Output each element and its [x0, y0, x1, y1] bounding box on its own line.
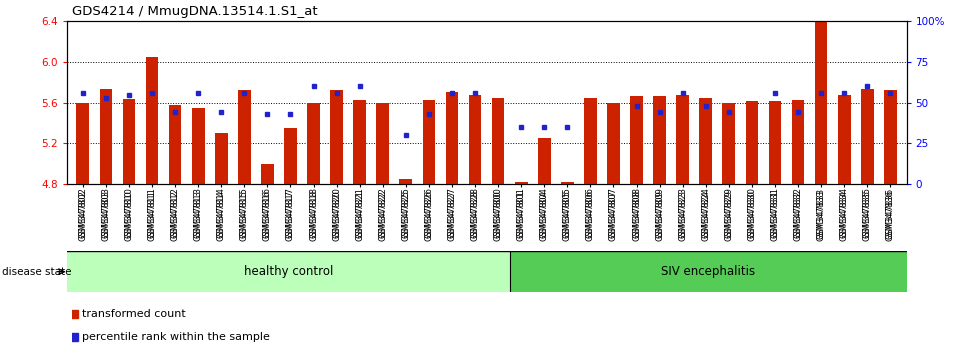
Text: GDS4214 / MmugDNA.13514.1.S1_at: GDS4214 / MmugDNA.13514.1.S1_at: [72, 5, 318, 18]
Bar: [510, 251, 906, 292]
Text: GSM347806: GSM347806: [586, 188, 595, 239]
Bar: [76, 103, 89, 184]
Text: GSM347802: GSM347802: [78, 188, 87, 238]
Bar: [538, 138, 551, 184]
Bar: [654, 96, 666, 184]
Text: GSM347830: GSM347830: [748, 188, 757, 239]
Text: GSM347828: GSM347828: [470, 188, 479, 239]
Bar: [67, 251, 510, 292]
Bar: [884, 91, 897, 184]
Bar: [169, 105, 181, 184]
Text: GSM347814: GSM347814: [217, 188, 225, 238]
Text: GSM347809: GSM347809: [655, 188, 664, 238]
Text: disease state: disease state: [2, 267, 72, 277]
Text: percentile rank within the sample: percentile rank within the sample: [82, 332, 270, 342]
Text: GSM347822: GSM347822: [378, 188, 387, 238]
Bar: [700, 98, 712, 184]
Text: GSM347801: GSM347801: [516, 188, 525, 238]
Bar: [468, 95, 481, 184]
Text: GSM347818: GSM347818: [309, 188, 318, 239]
Text: GSM347824: GSM347824: [702, 188, 710, 238]
Text: GSM347811: GSM347811: [148, 188, 157, 238]
Text: GSM347804: GSM347804: [540, 188, 549, 238]
Bar: [122, 99, 135, 184]
Text: GSM347816: GSM347816: [263, 188, 271, 239]
Bar: [422, 99, 435, 184]
Text: transformed count: transformed count: [82, 309, 186, 319]
Bar: [792, 99, 805, 184]
Bar: [608, 103, 619, 184]
Text: GSM347813: GSM347813: [194, 188, 203, 239]
Bar: [768, 101, 781, 184]
Bar: [584, 98, 597, 184]
Text: GSM347823: GSM347823: [678, 188, 687, 239]
Text: GSM347803: GSM347803: [101, 188, 111, 239]
Text: GSM347821: GSM347821: [355, 188, 365, 238]
Text: GSM347825: GSM347825: [402, 188, 411, 238]
Bar: [861, 90, 873, 184]
Text: GSM347807: GSM347807: [609, 188, 618, 239]
Text: GSM347808: GSM347808: [632, 188, 641, 239]
Bar: [630, 96, 643, 184]
Text: GSM347820: GSM347820: [332, 188, 341, 238]
Text: GSM347800: GSM347800: [494, 188, 503, 238]
Text: GSM347805: GSM347805: [563, 188, 571, 238]
Bar: [814, 21, 827, 184]
Bar: [446, 92, 459, 184]
Bar: [400, 179, 413, 184]
Text: GSM347836: GSM347836: [886, 188, 895, 239]
Bar: [284, 128, 297, 184]
Bar: [676, 95, 689, 184]
Bar: [192, 108, 205, 184]
Bar: [514, 182, 527, 184]
Text: GSM347817: GSM347817: [286, 188, 295, 239]
Bar: [722, 103, 735, 184]
Text: healthy control: healthy control: [244, 265, 333, 278]
Text: GSM347832: GSM347832: [794, 188, 803, 239]
Bar: [561, 182, 573, 184]
Bar: [146, 57, 159, 184]
Text: GSM347829: GSM347829: [724, 188, 733, 238]
Bar: [746, 101, 759, 184]
Text: GSM347815: GSM347815: [240, 188, 249, 238]
Bar: [261, 164, 273, 184]
Bar: [215, 133, 227, 184]
Text: GSM347812: GSM347812: [171, 188, 179, 238]
Text: GSM347826: GSM347826: [424, 188, 433, 239]
Text: GSM347834: GSM347834: [840, 188, 849, 239]
Text: GSM347831: GSM347831: [770, 188, 779, 239]
Text: SIV encephalitis: SIV encephalitis: [662, 265, 756, 278]
Text: GSM347827: GSM347827: [448, 188, 457, 239]
Bar: [307, 103, 319, 184]
Text: GSM347810: GSM347810: [124, 188, 133, 238]
Bar: [238, 91, 251, 184]
Text: GSM347833: GSM347833: [816, 188, 825, 239]
Bar: [354, 99, 366, 184]
Text: GSM347835: GSM347835: [862, 188, 872, 239]
Bar: [838, 95, 851, 184]
Bar: [376, 103, 389, 184]
Bar: [330, 91, 343, 184]
Bar: [100, 90, 112, 184]
Bar: [492, 98, 505, 184]
